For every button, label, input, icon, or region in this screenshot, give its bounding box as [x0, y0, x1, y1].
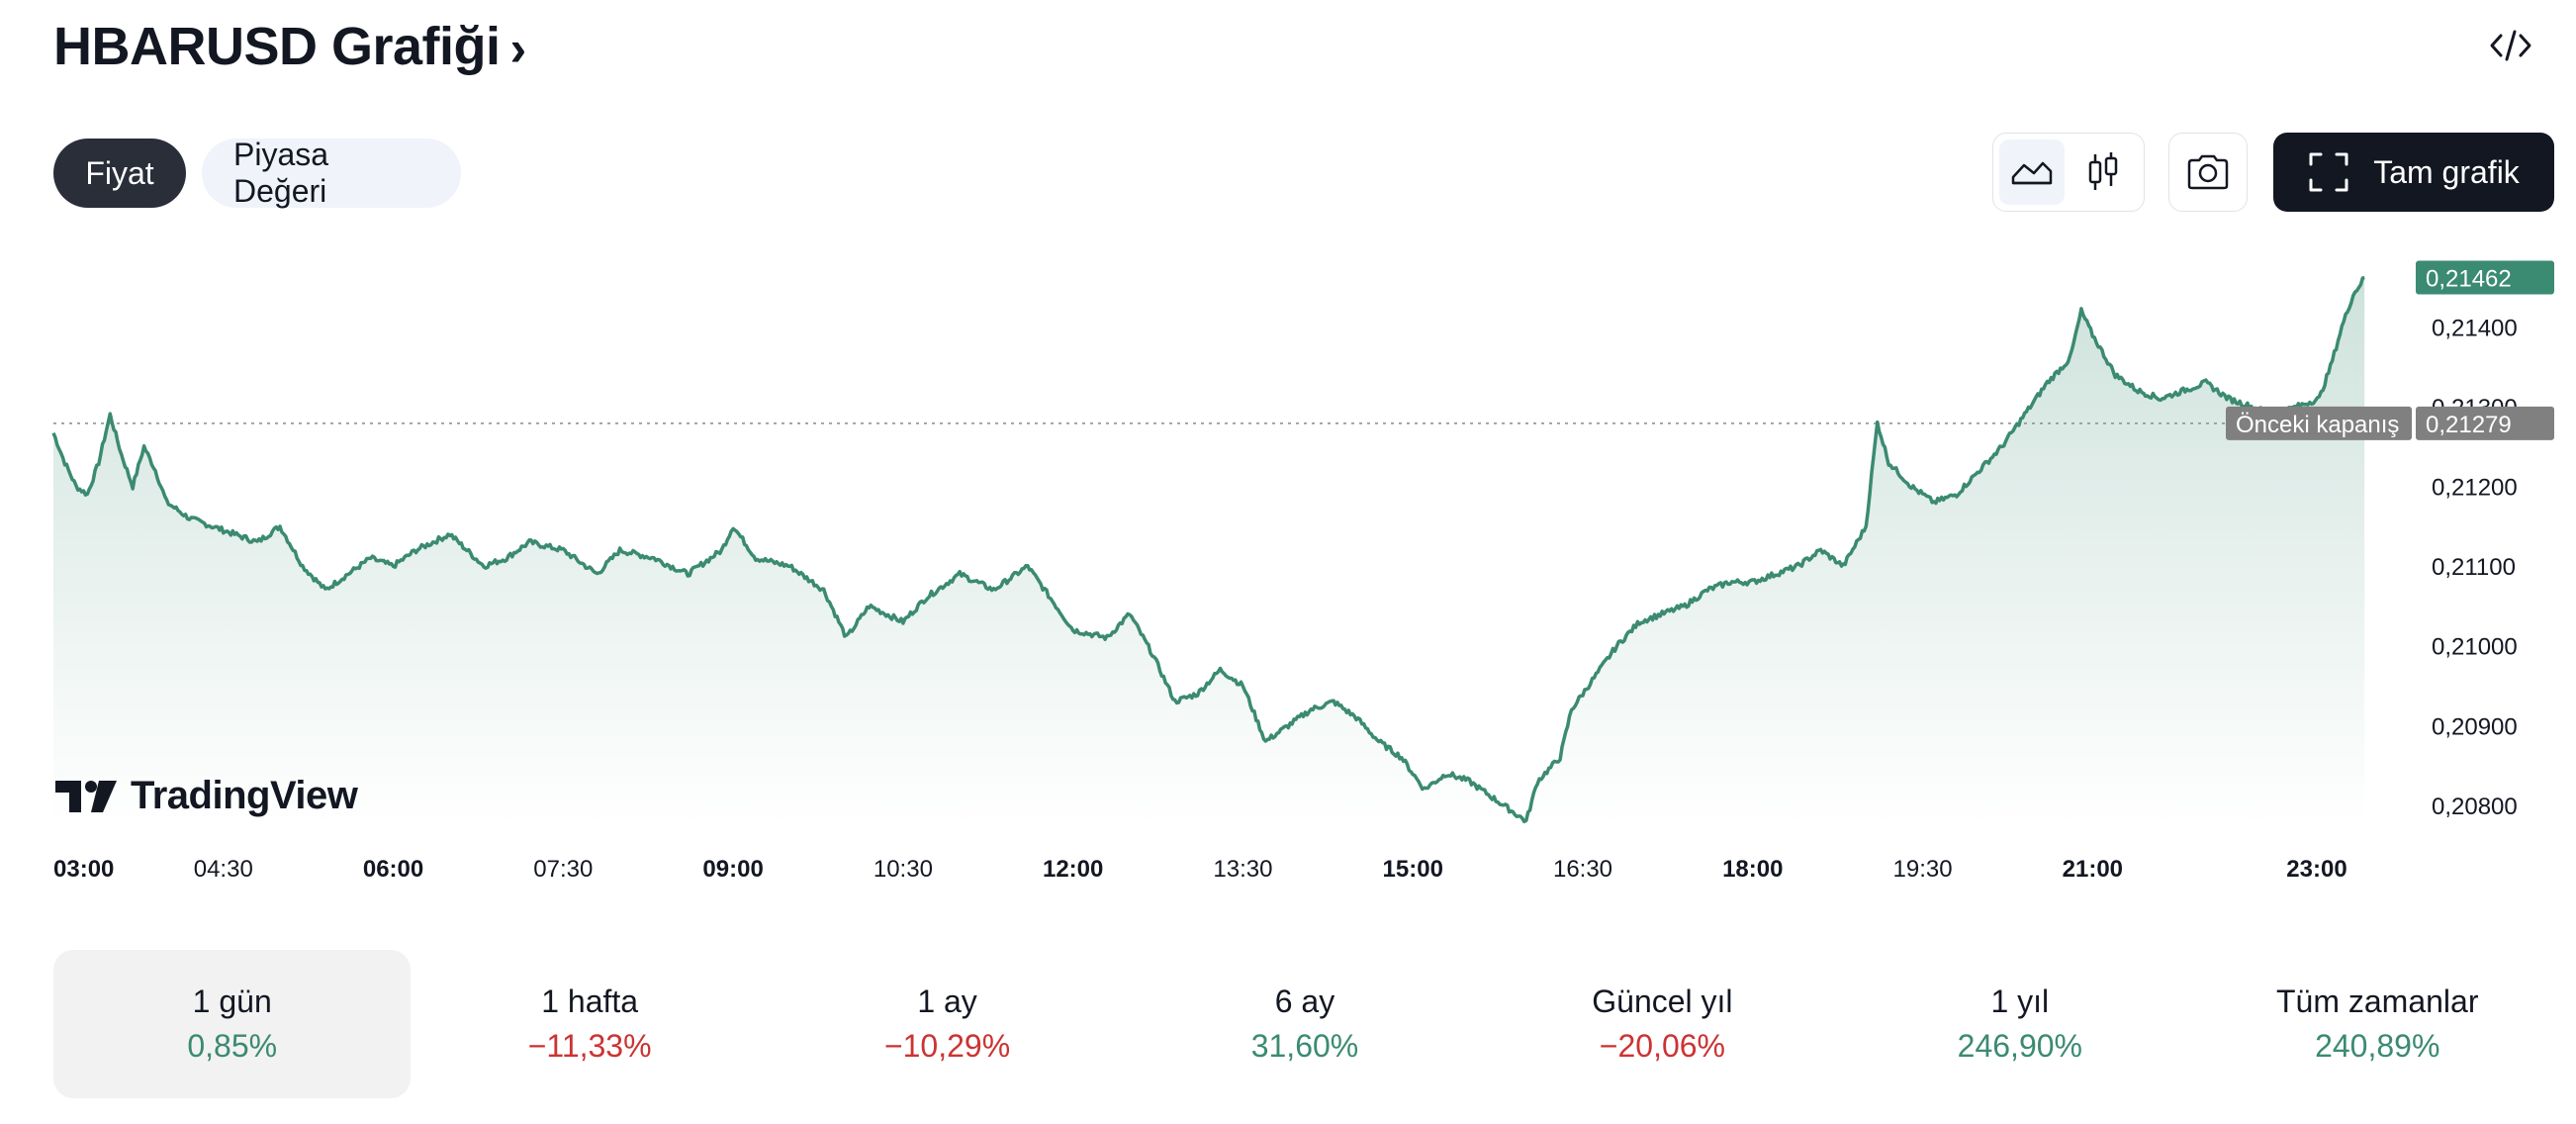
period-label: Tüm zamanlar	[2275, 984, 2479, 1019]
x-axis-tick-label: 13:30	[1213, 856, 1272, 883]
x-axis-tick-label: 23:00	[2286, 856, 2346, 883]
embed-code-button[interactable]	[2485, 20, 2536, 71]
period-change: −20,06%	[1599, 1028, 1725, 1064]
period-ytd[interactable]: Güncel yıl −20,06%	[1484, 950, 1841, 1098]
tab-price-label: Fiyat	[85, 154, 154, 191]
x-axis-tick-label: 04:30	[194, 856, 253, 883]
period-change: 240,89%	[2315, 1028, 2440, 1064]
x-axis-tick-label: 12:00	[1043, 856, 1103, 883]
y-axis-tick-label: 0,21200	[2432, 475, 2518, 502]
x-axis-tick-label: 19:30	[1893, 856, 1953, 883]
candlestick-style-button[interactable]	[2070, 140, 2136, 205]
fullscreen-icon	[2309, 152, 2348, 192]
period-label: 6 ay	[1274, 984, 1335, 1019]
tab-market-cap[interactable]: Piyasa Değeri	[202, 137, 461, 209]
tab-price[interactable]: Fiyat	[53, 139, 186, 208]
area-chart-icon	[2011, 161, 2053, 185]
screenshot-button[interactable]	[2168, 133, 2248, 212]
tradingview-logo-text: TradingView	[131, 774, 358, 817]
period-label: Güncel yıl	[1592, 984, 1733, 1019]
period-change: −10,29%	[883, 1028, 1011, 1064]
code-embed-icon	[2490, 30, 2531, 61]
previous-close-price-badge: 0,21279	[2416, 406, 2554, 440]
x-axis-tick-label: 06:00	[363, 856, 423, 883]
price-chart[interactable]: 0,208000,209000,210000,211000,212000,213…	[0, 237, 2576, 910]
full-chart-label: Tam grafik	[2373, 153, 2520, 190]
tradingview-logo[interactable]: TradingView	[55, 774, 358, 818]
period-selector: 1 gün 0,85% 1 hafta −11,33% 1 ay −10,29%…	[53, 950, 2556, 1098]
period-1-month[interactable]: 1 ay −10,29%	[769, 950, 1126, 1098]
candlestick-icon	[2088, 152, 2118, 190]
x-axis-tick-label: 15:00	[1383, 856, 1443, 883]
x-axis-tick-label: 03:00	[53, 856, 114, 883]
x-axis-tick-label: 21:00	[2063, 856, 2123, 883]
tab-market-cap-label: Piyasa Değeri	[233, 137, 329, 209]
period-change: 0,85%	[187, 1028, 278, 1064]
period-label: 1 ay	[917, 984, 977, 1019]
x-axis: 03:00 04:30 06:00 07:30 09:00 10:30 12:00 13:30…	[53, 856, 2347, 883]
y-axis-tick-label: 0,21100	[2432, 554, 2516, 581]
period-all-time[interactable]: Tüm zamanlar 240,89%	[2199, 950, 2556, 1098]
camera-icon	[2187, 154, 2229, 190]
chevron-right-icon: ›	[509, 21, 527, 76]
area-chart-style-button[interactable]	[1999, 140, 2065, 205]
x-axis-tick-label: 10:30	[874, 856, 933, 883]
period-label: 1 gün	[192, 984, 272, 1019]
period-change: 246,90%	[1957, 1028, 2082, 1064]
y-axis-tick-label: 0,20800	[2432, 794, 2518, 820]
last-price-badge: 0,21462	[2416, 260, 2554, 295]
price-line	[51, 275, 2365, 824]
chart-style-toggle	[1992, 133, 2145, 212]
price-area-fill	[53, 277, 2365, 825]
y-axis-tick-label: 0,21400	[2432, 315, 2518, 341]
previous-close-label-badge: Önceki kapanış	[2226, 406, 2412, 440]
y-axis-tick-label: 0,20900	[2432, 713, 2518, 740]
period-change: −11,33%	[527, 1028, 652, 1064]
svg-text:Önceki kapanış: Önceki kapanış	[2236, 412, 2399, 438]
period-label: 1 hafta	[541, 984, 639, 1019]
svg-text:0,21462: 0,21462	[2426, 265, 2512, 292]
period-6-months[interactable]: 6 ay 31,60%	[1126, 950, 1483, 1098]
x-axis-tick-label: 16:30	[1553, 856, 1612, 883]
y-axis-tick-label: 0,21000	[2432, 634, 2518, 661]
svg-text:0,21279: 0,21279	[2426, 412, 2512, 438]
tradingview-logo-icon	[55, 780, 117, 812]
period-label: 1 yıl	[1990, 984, 2050, 1019]
full-chart-button[interactable]: Tam grafik	[2273, 133, 2554, 212]
x-axis-tick-label: 09:00	[702, 856, 763, 883]
period-change: 31,60%	[1250, 1028, 1359, 1064]
chart-title-link[interactable]: HBARUSD Grafiği ›	[53, 14, 526, 79]
period-1-day[interactable]: 1 gün 0,85%	[53, 950, 412, 1098]
page-title: HBARUSD Grafiği	[53, 17, 501, 76]
period-1-week[interactable]: 1 hafta −11,33%	[411, 950, 768, 1098]
period-1-year[interactable]: 1 yıl 246,90%	[1841, 950, 2198, 1098]
x-axis-tick-label: 18:00	[1722, 856, 1783, 883]
y-axis: 0,208000,209000,210000,211000,212000,213…	[2432, 315, 2518, 819]
x-axis-tick-label: 07:30	[533, 856, 593, 883]
